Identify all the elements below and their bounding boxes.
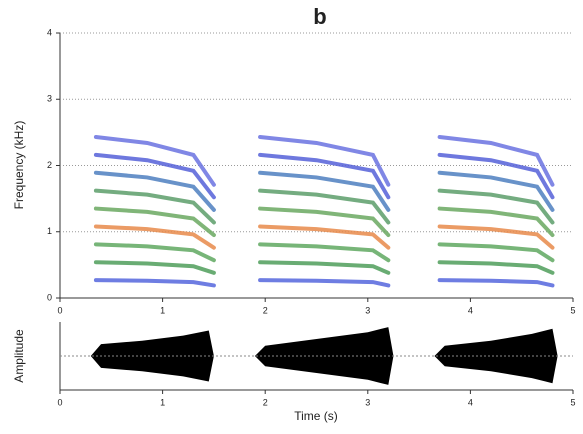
y-tick-label: 1 xyxy=(47,226,52,236)
x-tick-label: 4 xyxy=(468,397,473,407)
x-tick-label: 1 xyxy=(160,305,165,315)
x-tick-label: 2 xyxy=(263,397,268,407)
harmonic-band xyxy=(93,170,216,212)
x-tick-label: 1 xyxy=(160,397,165,407)
x-tick-label: 3 xyxy=(365,305,370,315)
harmonic-band xyxy=(258,135,391,187)
harmonic-band xyxy=(93,278,216,288)
harmonic-band xyxy=(258,152,391,200)
x-tick-label: 3 xyxy=(365,397,370,407)
x-tick-label: 4 xyxy=(468,305,473,315)
harmonic-band xyxy=(93,242,216,263)
y-tick-label: 2 xyxy=(47,160,52,170)
harmonic-band xyxy=(437,206,555,238)
harmonic-band xyxy=(93,260,216,275)
harmonic-band xyxy=(437,170,555,212)
y-tick-label: 0 xyxy=(47,292,52,302)
harmonic-band xyxy=(437,278,555,288)
harmonic-band xyxy=(258,224,391,250)
x-tick-label: 0 xyxy=(57,397,62,407)
harmonic-band xyxy=(258,242,391,263)
y-axis-label: Frequency (kHz) xyxy=(12,121,26,210)
harmonic-band xyxy=(437,152,555,200)
x-tick-label: 5 xyxy=(570,397,575,407)
y-tick-label: 3 xyxy=(47,94,52,104)
x-tick-label: 5 xyxy=(570,305,575,315)
harmonic-band xyxy=(437,224,555,250)
x-tick-label: 2 xyxy=(263,305,268,315)
harmonic-band xyxy=(93,224,216,250)
harmonic-band xyxy=(258,260,391,275)
harmonic-band xyxy=(93,188,216,225)
harmonic-band xyxy=(437,242,555,263)
harmonic-band xyxy=(437,188,555,225)
x-tick-label: 0 xyxy=(57,305,62,315)
harmonic-band xyxy=(258,170,391,212)
harmonic-band xyxy=(258,278,391,288)
chart-title: b xyxy=(313,4,326,29)
harmonic-band xyxy=(258,188,391,225)
harmonic-band xyxy=(93,206,216,238)
y-tick-label: 4 xyxy=(47,27,52,37)
harmonic-band xyxy=(437,135,555,187)
harmonic-band xyxy=(93,152,216,200)
harmonic-band xyxy=(437,260,555,275)
harmonic-band xyxy=(93,135,216,187)
x-axis-label: Time (s) xyxy=(294,409,338,423)
y-axis-label: Amplitude xyxy=(12,329,26,383)
harmonic-band xyxy=(258,206,391,238)
